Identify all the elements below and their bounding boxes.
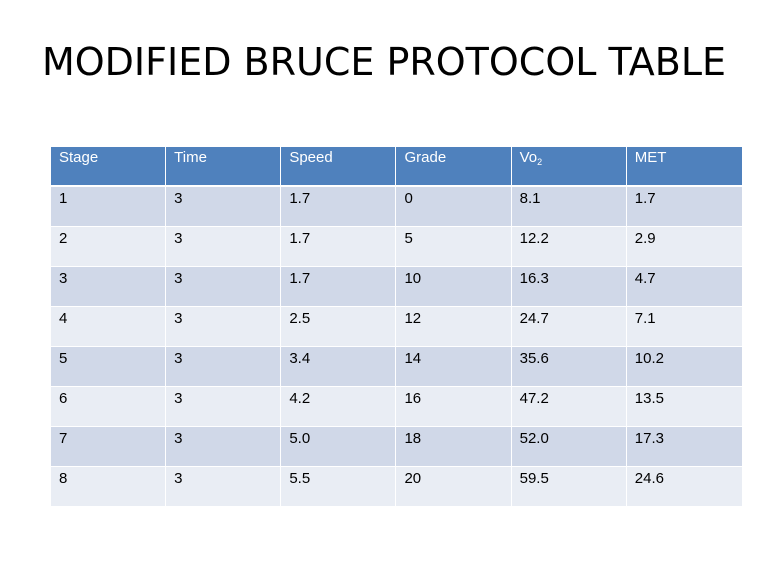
cell-grade: 5 <box>396 227 512 267</box>
cell-time: 3 <box>166 427 282 467</box>
cell-speed: 5.5 <box>281 467 397 507</box>
cell-speed: 1.7 <box>281 227 397 267</box>
cell-time: 3 <box>166 187 282 227</box>
cell-grade: 12 <box>396 307 512 347</box>
table-header-row: Stage Time Speed Grade Vo2 MET <box>51 147 742 187</box>
table-row: 4 3 2.5 12 24.7 7.1 <box>51 307 742 347</box>
cell-met: 2.9 <box>626 227 742 267</box>
cell-stage: 4 <box>51 307 167 347</box>
cell-met: 4.7 <box>626 267 742 307</box>
table-row: 3 3 1.7 10 16.3 4.7 <box>51 267 742 307</box>
cell-vo2: 59.5 <box>511 467 627 507</box>
cell-stage: 6 <box>51 387 167 427</box>
cell-stage: 2 <box>51 227 167 267</box>
cell-speed: 4.2 <box>281 387 397 427</box>
cell-time: 3 <box>166 387 282 427</box>
cell-grade: 14 <box>396 347 512 387</box>
cell-vo2: 52.0 <box>511 427 627 467</box>
header-grade: Grade <box>396 147 512 187</box>
table-row: 2 3 1.7 5 12.2 2.9 <box>51 227 742 267</box>
cell-stage: 3 <box>51 267 167 307</box>
cell-time: 3 <box>166 227 282 267</box>
cell-speed: 2.5 <box>281 307 397 347</box>
cell-met: 7.1 <box>626 307 742 347</box>
cell-grade: 18 <box>396 427 512 467</box>
table-row: 5 3 3.4 14 35.6 10.2 <box>51 347 742 387</box>
cell-grade: 0 <box>396 187 512 227</box>
table-row: 6 3 4.2 16 47.2 13.5 <box>51 387 742 427</box>
cell-grade: 10 <box>396 267 512 307</box>
cell-met: 24.6 <box>626 467 742 507</box>
cell-time: 3 <box>166 267 282 307</box>
cell-stage: 5 <box>51 347 167 387</box>
cell-met: 1.7 <box>626 187 742 227</box>
header-vo2-subscript: 2 <box>537 157 543 167</box>
cell-speed: 3.4 <box>281 347 397 387</box>
cell-met: 17.3 <box>626 427 742 467</box>
header-stage: Stage <box>51 147 167 187</box>
cell-stage: 1 <box>51 187 167 227</box>
table-body: 1 3 1.7 0 8.1 1.7 2 3 1.7 5 12.2 2.9 3 3 1.7 10 16.3 4.7 4… <box>51 187 742 507</box>
cell-vo2: 8.1 <box>511 187 627 227</box>
cell-vo2: 24.7 <box>511 307 627 347</box>
cell-met: 13.5 <box>626 387 742 427</box>
cell-speed: 5.0 <box>281 427 397 467</box>
cell-speed: 1.7 <box>281 187 397 227</box>
cell-speed: 1.7 <box>281 267 397 307</box>
cell-time: 3 <box>166 347 282 387</box>
protocol-table: Stage Time Speed Grade Vo2 MET 1 3 1.7 0 8.1… <box>51 147 742 507</box>
cell-stage: 7 <box>51 427 167 467</box>
slide-title: MODIFIED BRUCE PROTOCOL TABLE <box>41 40 727 84</box>
cell-vo2: 35.6 <box>511 347 627 387</box>
header-speed: Speed <box>281 147 397 187</box>
cell-grade: 16 <box>396 387 512 427</box>
table-row: 1 3 1.7 0 8.1 1.7 <box>51 187 742 227</box>
table-row: 8 3 5.5 20 59.5 24.6 <box>51 467 742 507</box>
cell-vo2: 47.2 <box>511 387 627 427</box>
header-vo2-label: Vo <box>519 149 538 166</box>
header-vo2: Vo2 <box>511 147 627 187</box>
cell-stage: 8 <box>51 467 167 507</box>
cell-vo2: 16.3 <box>511 267 627 307</box>
protocol-table-container: Stage Time Speed Grade Vo2 MET 1 3 1.7 0 8.1… <box>51 147 742 507</box>
header-time: Time <box>166 147 282 187</box>
header-met: MET <box>626 147 742 187</box>
cell-met: 10.2 <box>626 347 742 387</box>
cell-grade: 20 <box>396 467 512 507</box>
cell-vo2: 12.2 <box>511 227 627 267</box>
cell-time: 3 <box>166 467 282 507</box>
cell-time: 3 <box>166 307 282 347</box>
table-row: 7 3 5.0 18 52.0 17.3 <box>51 427 742 467</box>
